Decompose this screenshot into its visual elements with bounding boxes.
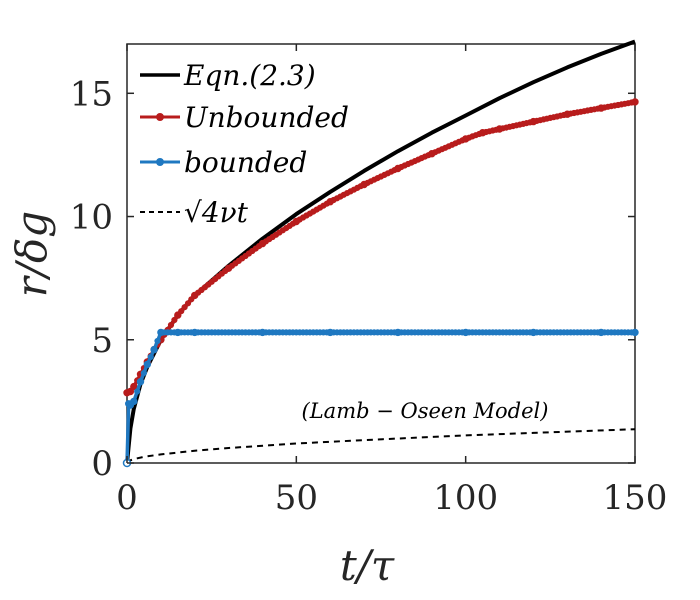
legend-entry-bounded: bounded <box>140 146 307 179</box>
data-point-bounded <box>258 328 267 337</box>
x-tick-label: 0 <box>116 478 138 518</box>
svg-text:√4νt: √4νt <box>184 196 249 229</box>
point-bounded <box>147 353 154 361</box>
data-point-bounded <box>143 360 152 369</box>
y-tick-label: 15 <box>70 74 113 114</box>
x-tick-label: 50 <box>275 478 318 518</box>
data-point-unbounded <box>478 129 487 137</box>
point-unbounded <box>167 321 175 329</box>
data-point-bounded <box>631 328 639 337</box>
series-layer <box>122 39 639 468</box>
data-point-unbounded <box>191 291 199 300</box>
x-axis-label: t/τ <box>340 541 395 590</box>
data-point-bounded <box>174 328 182 337</box>
data-point-unbounded <box>360 180 368 189</box>
legend: Eqn.(2.3) Unbounded bounded √4νt <box>140 59 349 229</box>
data-point-unbounded <box>326 198 334 206</box>
svg-text:Eqn.(2.3): Eqn.(2.3) <box>183 59 316 92</box>
data-point-unbounded <box>631 98 639 106</box>
legend-entry-unbounded: Unbounded <box>140 101 349 134</box>
data-point-unbounded <box>224 264 233 272</box>
point-bounded <box>134 388 141 395</box>
point-unbounded <box>181 304 188 311</box>
point-unbounded <box>184 300 192 307</box>
data-point-bounded <box>529 328 538 337</box>
data-point-unbounded <box>597 104 605 112</box>
series-line-lamb-oseen <box>126 428 636 464</box>
data-point-unbounded <box>258 239 267 248</box>
data-point-unbounded <box>126 387 135 396</box>
plot-area <box>122 39 639 468</box>
ticks-layer: 0 50 100 150 0 5 10 15 <box>70 44 668 518</box>
data-point-unbounded <box>462 135 470 143</box>
y-tick-label: 10 <box>70 198 113 238</box>
x-tick-label: 150 <box>603 478 668 518</box>
plot-frame <box>126 43 636 464</box>
data-point-bounded <box>130 397 138 406</box>
data-point-unbounded <box>495 125 504 133</box>
svg-text:bounded: bounded <box>184 146 307 179</box>
point-unbounded <box>171 316 178 324</box>
data-point-bounded <box>157 328 165 337</box>
data-point-bounded <box>191 328 199 337</box>
point-bounded <box>140 369 147 377</box>
data-point-unbounded <box>428 150 436 158</box>
y-tick-label: 5 <box>91 321 113 361</box>
data-point-bounded <box>597 328 605 337</box>
annotation-lamb-oseen: (Lamb − Oseen Model) <box>302 399 549 423</box>
data-point-unbounded <box>292 217 300 226</box>
data-point-bounded <box>136 378 145 386</box>
data-point-bounded <box>150 345 158 354</box>
svg-text:Unbounded: Unbounded <box>184 101 349 134</box>
x-tick-label: 100 <box>433 478 498 518</box>
data-point-bounded <box>326 328 334 337</box>
y-tick-label: 0 <box>91 444 113 484</box>
data-point-unbounded <box>394 164 402 173</box>
legend-entry-eqn: Eqn.(2.3) <box>140 59 316 92</box>
legend-entry-lamb-oseen: √4νt <box>140 196 249 229</box>
data-point-bounded <box>462 328 470 337</box>
y-axis-label: r/δg <box>7 211 56 297</box>
data-point-unbounded <box>174 311 182 319</box>
data-point-unbounded <box>563 110 571 118</box>
point-bounded <box>154 337 161 345</box>
data-point-bounded <box>394 328 402 337</box>
data-point-unbounded <box>529 117 538 126</box>
